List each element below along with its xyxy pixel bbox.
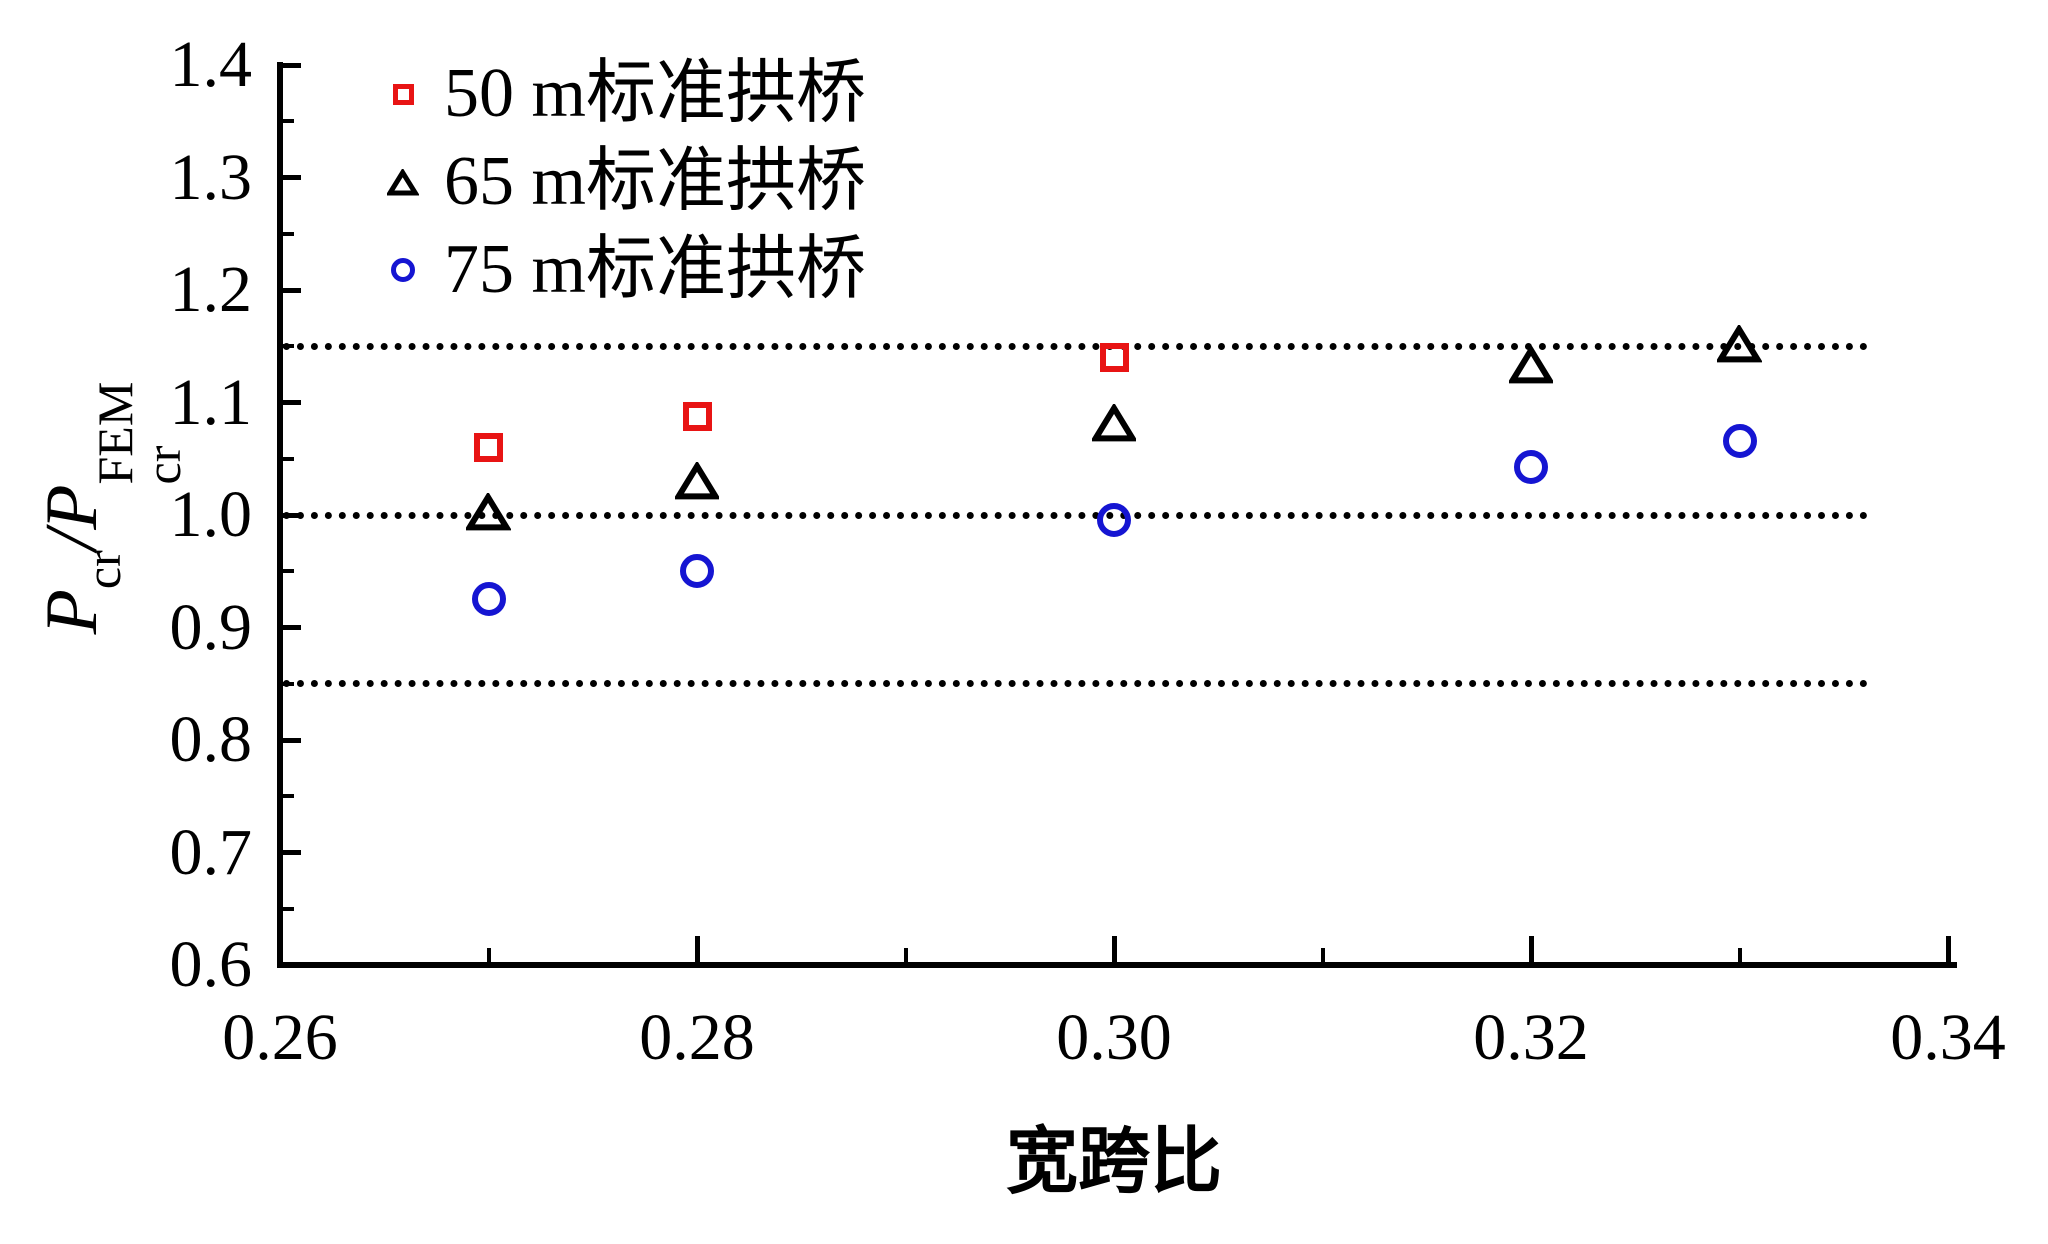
square-marker-shape xyxy=(682,401,712,431)
y-major-tick xyxy=(283,737,301,743)
y-minor-tick xyxy=(283,906,294,911)
x-axis-title: 宽跨比 xyxy=(1005,1122,1222,1202)
x-tick-label: 0.34 xyxy=(1890,1001,2006,1074)
circle-marker-shape xyxy=(471,582,506,617)
y-minor-tick xyxy=(283,456,294,461)
y-major-tick xyxy=(283,287,301,293)
y-title-p2: P xyxy=(31,484,113,530)
legend-square-marker-icon xyxy=(378,83,428,105)
y-title-supsub: FEM cr xyxy=(87,381,191,485)
data-marker-circle xyxy=(1090,496,1138,544)
x-axis-spine xyxy=(277,962,1957,968)
y-major-tick xyxy=(283,850,301,855)
legend-label-50m: 50 m标准拱桥 xyxy=(444,55,866,132)
legend: 50 m标准拱桥 65 m标准拱桥 75 m标准拱桥 xyxy=(378,50,866,314)
y-tick-label: 1.1 xyxy=(169,365,253,439)
y-tick-label: 0.6 xyxy=(169,928,253,1001)
x-minor-tick xyxy=(486,948,491,962)
data-marker-square xyxy=(1090,334,1138,382)
triangle-marker-shape xyxy=(466,492,511,531)
triangle-marker-shape xyxy=(1508,346,1554,384)
y-major-tick xyxy=(283,62,301,68)
data-marker-triangle xyxy=(673,457,721,505)
data-marker-circle xyxy=(673,547,721,595)
data-marker-triangle xyxy=(1090,399,1138,447)
triangle-marker-shape xyxy=(387,168,419,195)
circle-marker-shape xyxy=(680,554,714,589)
x-minor-tick xyxy=(1320,948,1325,962)
y-axis-title: Pcr/P FEM cr xyxy=(14,278,191,738)
triangle-marker-shape xyxy=(674,462,720,500)
square-marker-shape xyxy=(392,83,414,105)
data-marker-circle xyxy=(465,575,513,623)
y-title-sub2: cr xyxy=(135,445,191,485)
legend-row-65m: 65 m标准拱桥 xyxy=(378,138,866,226)
y-major-tick xyxy=(283,400,301,405)
square-marker-shape xyxy=(474,433,503,462)
y-major-tick xyxy=(283,625,301,630)
y-tick-label: 0.9 xyxy=(169,590,253,664)
y-minor-tick xyxy=(283,794,294,799)
data-marker-triangle xyxy=(1716,320,1764,368)
legend-circle-marker-icon xyxy=(378,258,428,282)
data-marker-circle xyxy=(1507,443,1555,491)
y-title-slash: / xyxy=(31,529,113,551)
circle-marker-shape xyxy=(1514,449,1548,484)
x-major-tick xyxy=(694,936,700,962)
data-marker-square xyxy=(673,392,721,440)
square-marker-shape xyxy=(1099,343,1129,372)
y-major-tick xyxy=(283,175,301,180)
x-major-tick xyxy=(1111,936,1117,962)
y-tick-label: 1.0 xyxy=(169,478,253,551)
y-axis-spine xyxy=(277,62,283,968)
legend-triangle-marker-icon xyxy=(378,168,428,196)
y-tick-label: 1.4 xyxy=(169,28,253,101)
y-minor-tick xyxy=(283,569,294,574)
y-tick-label: 0.7 xyxy=(169,815,253,889)
x-major-tick xyxy=(1528,936,1534,962)
data-marker-triangle xyxy=(465,488,513,536)
circle-marker-shape xyxy=(1097,502,1131,537)
legend-row-50m: 50 m标准拱桥 xyxy=(378,50,866,138)
data-marker-circle xyxy=(1716,417,1764,465)
y-minor-tick xyxy=(283,119,294,124)
x-minor-tick xyxy=(903,948,908,962)
y-tick-label: 1.3 xyxy=(169,140,253,214)
y-tick-label: 1.2 xyxy=(169,253,253,326)
triangle-marker-shape xyxy=(1091,403,1137,442)
reference-line xyxy=(283,511,1868,519)
circle-marker-shape xyxy=(391,258,415,282)
x-tick-label: 0.28 xyxy=(639,1001,755,1074)
y-title-sup2: FEM xyxy=(87,381,143,485)
legend-label-75m: 75 m标准拱桥 xyxy=(444,231,866,308)
data-marker-triangle xyxy=(1507,341,1555,389)
legend-label-65m: 65 m标准拱桥 xyxy=(444,143,866,220)
y-minor-tick xyxy=(283,231,294,236)
y-title-sub1: cr xyxy=(75,550,131,590)
y-title-p1: P xyxy=(31,589,113,635)
x-minor-tick xyxy=(1737,948,1742,962)
data-marker-square xyxy=(465,424,513,472)
x-tick-label: 0.32 xyxy=(1473,1001,1589,1074)
reference-line xyxy=(283,342,1868,350)
y-major-tick xyxy=(283,962,301,968)
reference-line xyxy=(283,680,1868,688)
triangle-marker-shape xyxy=(1717,325,1762,363)
x-tick-label: 0.30 xyxy=(1056,1001,1172,1074)
circle-marker-shape xyxy=(1722,423,1757,458)
x-tick-label: 0.26 xyxy=(222,1001,338,1074)
y-tick-label: 0.8 xyxy=(169,703,253,776)
x-major-tick xyxy=(1945,936,1951,962)
legend-row-75m: 75 m标准拱桥 xyxy=(378,226,866,314)
